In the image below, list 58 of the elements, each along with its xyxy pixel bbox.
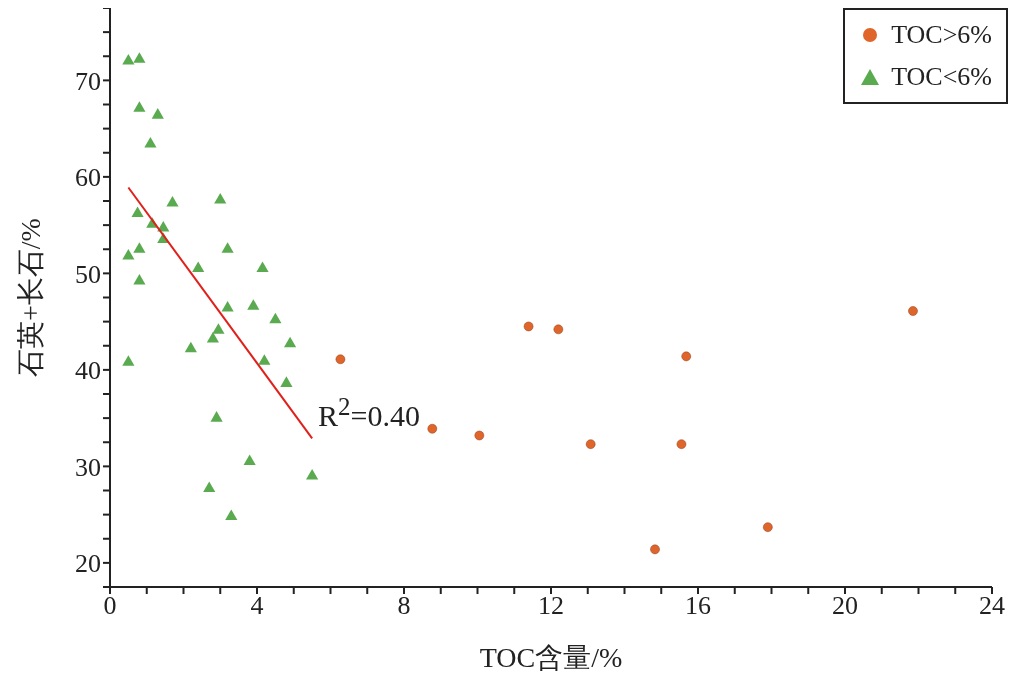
point <box>133 274 146 285</box>
point <box>122 355 135 366</box>
x-tick-label: 12 <box>538 591 564 621</box>
point <box>203 481 216 493</box>
point <box>212 323 225 334</box>
point <box>144 137 157 148</box>
x-axis-title: TOC含量/% <box>479 642 623 673</box>
point <box>585 439 596 449</box>
point <box>151 108 164 119</box>
point <box>676 439 687 449</box>
point <box>258 354 271 365</box>
y-tick-label: 40 <box>75 356 101 386</box>
point <box>553 324 564 335</box>
x-tick-label: 8 <box>397 591 411 621</box>
y-tick-label: 20 <box>75 549 101 579</box>
y-tick-label: 50 <box>75 259 101 289</box>
point <box>523 321 534 332</box>
point <box>221 242 234 253</box>
point <box>133 242 146 253</box>
point <box>284 336 297 348</box>
point <box>306 469 319 480</box>
x-tick-label: 16 <box>685 591 711 621</box>
point <box>210 411 223 422</box>
x-tick-label: 4 <box>250 591 264 621</box>
point <box>184 341 197 353</box>
point <box>133 101 146 112</box>
x-tick-label: 0 <box>103 591 117 621</box>
point <box>221 301 234 312</box>
point <box>192 261 205 273</box>
point <box>427 423 438 434</box>
point <box>166 195 179 207</box>
point <box>474 430 485 441</box>
y-tick-label: 60 <box>75 163 101 193</box>
y-tick-label: 70 <box>75 66 101 96</box>
point <box>763 522 773 532</box>
x-tick-label: 20 <box>832 591 858 621</box>
point <box>650 544 660 555</box>
point <box>247 299 260 310</box>
point <box>908 306 918 316</box>
legend-label: TOC>6% <box>891 19 992 51</box>
point <box>681 351 691 362</box>
y-tick-label: 30 <box>75 452 101 482</box>
y-axis-title: 石英+长石/% <box>14 218 46 377</box>
legend-label: TOC<6% <box>891 61 992 93</box>
x-tick-label: 24 <box>979 591 1005 621</box>
point <box>269 312 282 324</box>
point <box>122 54 135 65</box>
point <box>225 509 238 521</box>
point <box>256 261 269 273</box>
point <box>335 354 346 365</box>
point <box>122 248 135 260</box>
point <box>243 454 256 466</box>
point <box>206 331 219 343</box>
point <box>131 206 144 218</box>
point <box>214 193 227 204</box>
point <box>280 376 293 387</box>
annotation: R$^{2}$=0.40 <box>318 393 420 433</box>
point <box>133 52 146 63</box>
